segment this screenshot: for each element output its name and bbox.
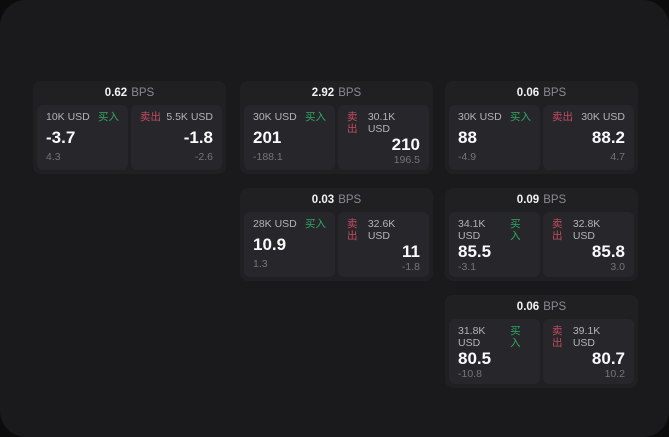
card-body: 10K USD 买入 -3.7 4.3 卖出 5.5K USD -1.8 -2.… (33, 105, 226, 170)
buy-delta: -188.1 (253, 151, 283, 163)
buy-amount: 34.1K USD (458, 218, 486, 242)
bps-unit: BPS (131, 87, 155, 99)
buy-price: -3.7 (46, 127, 76, 147)
buy-delta: 4.3 (46, 151, 61, 163)
buy-delta: -3.1 (458, 261, 477, 273)
buy-cell[interactable]: 30K USD 买入 88 -4.9 (449, 105, 540, 170)
sell-amount: 30.1K USD (367, 111, 396, 135)
quote-card-3: 0.06 BPS 30K USD 买入 88 -4.9 卖出 30K USD 8… (445, 81, 638, 174)
quote-card-1: 0.62 BPS 10K USD 买入 -3.7 4.3 卖出 5.5K USD… (33, 81, 226, 174)
buy-amount: 30K USD (458, 111, 502, 123)
sell-delta: 4.7 (610, 151, 625, 163)
sell-amount: 39.1K USD (572, 325, 601, 349)
card-body: 28K USD 买入 10.9 1.3 卖出 32.6K USD 11 -1.8 (240, 212, 433, 277)
sell-label: 卖出 (552, 218, 563, 242)
sell-price: 85.8 (591, 242, 625, 261)
buy-cell[interactable]: 34.1K USD 买入 85.5 -3.1 (449, 212, 540, 277)
sell-price: -1.8 (183, 127, 213, 147)
card-header: 0.06 BPS (445, 295, 638, 319)
buy-label: 买入 (305, 218, 326, 230)
sell-delta: -1.8 (401, 261, 420, 273)
buy-cell[interactable]: 28K USD 买入 10.9 1.3 (244, 212, 335, 277)
buy-price: 85.5 (458, 242, 492, 261)
buy-price: 80.5 (458, 349, 492, 368)
buy-label: 买入 (98, 111, 119, 123)
sell-label: 卖出 (140, 111, 161, 123)
bps-unit: BPS (338, 194, 362, 206)
buy-label: 买入 (510, 111, 531, 123)
sell-label: 卖出 (552, 325, 563, 349)
buy-delta: 1.3 (253, 258, 268, 270)
buy-amount: 30K USD (253, 111, 297, 123)
card-header: 2.92 BPS (240, 81, 433, 105)
quote-card-2: 2.92 BPS 30K USD 买入 201 -188.1 卖出 30.1K … (240, 81, 433, 174)
quote-card-4: 0.03 BPS 28K USD 买入 10.9 1.3 卖出 32.6K US… (240, 188, 433, 281)
card-header: 0.62 BPS (33, 81, 226, 105)
sell-cell[interactable]: 卖出 32.6K USD 11 -1.8 (338, 212, 429, 277)
buy-price: 10.9 (253, 234, 287, 254)
buy-label: 买入 (510, 218, 521, 242)
buy-cell[interactable]: 30K USD 买入 201 -188.1 (244, 105, 335, 170)
sell-cell[interactable]: 卖出 30K USD 88.2 4.7 (543, 105, 634, 170)
buy-cell[interactable]: 31.8K USD 买入 80.5 -10.8 (449, 319, 540, 384)
buy-amount: 28K USD (253, 218, 297, 230)
buy-label: 买入 (305, 111, 326, 123)
bps-unit: BPS (543, 87, 567, 99)
bps-unit: BPS (543, 301, 567, 313)
sell-amount: 32.8K USD (572, 218, 601, 242)
sell-amount: 5.5K USD (166, 111, 213, 123)
sell-price: 11 (402, 242, 420, 261)
buy-price: 201 (253, 127, 282, 147)
quote-card-6: 0.06 BPS 31.8K USD 买入 80.5 -10.8 卖出 39.1… (445, 295, 638, 388)
buy-price: 88 (458, 127, 477, 147)
sell-cell[interactable]: 卖出 32.8K USD 85.8 3.0 (543, 212, 634, 277)
sell-price: 210 (391, 135, 420, 154)
sell-cell[interactable]: 卖出 30.1K USD 210 196.5 (338, 105, 429, 170)
buy-delta: -10.8 (458, 368, 482, 380)
sell-label: 卖出 (552, 111, 573, 123)
buy-label: 买入 (510, 325, 521, 349)
sell-label: 卖出 (347, 111, 358, 135)
bps-value: 0.06 (516, 301, 540, 313)
buy-cell[interactable]: 10K USD 买入 -3.7 4.3 (37, 105, 128, 170)
sell-delta: 3.0 (610, 261, 625, 273)
sell-cell[interactable]: 卖出 39.1K USD 80.7 10.2 (543, 319, 634, 384)
card-body: 31.8K USD 买入 80.5 -10.8 卖出 39.1K USD 80.… (445, 319, 638, 384)
sell-label: 卖出 (347, 218, 358, 242)
bps-value: 0.03 (311, 194, 335, 206)
sell-amount: 32.6K USD (367, 218, 396, 242)
sell-price: 80.7 (591, 349, 625, 368)
card-body: 34.1K USD 买入 85.5 -3.1 卖出 32.8K USD 85.8… (445, 212, 638, 277)
sell-cell[interactable]: 卖出 5.5K USD -1.8 -2.6 (131, 105, 222, 170)
buy-amount: 31.8K USD (458, 325, 486, 349)
sell-amount: 30K USD (581, 111, 625, 123)
bps-unit: BPS (338, 87, 362, 99)
card-body: 30K USD 买入 201 -188.1 卖出 30.1K USD 210 1… (240, 105, 433, 170)
card-header: 0.03 BPS (240, 188, 433, 212)
sell-delta: 10.2 (604, 368, 625, 380)
sell-delta: 196.5 (393, 154, 420, 166)
bps-value: 2.92 (311, 87, 335, 99)
bps-unit: BPS (543, 194, 567, 206)
buy-amount: 10K USD (46, 111, 90, 123)
card-header: 0.09 BPS (445, 188, 638, 212)
bps-value: 0.09 (516, 194, 540, 206)
bps-value: 0.62 (104, 87, 128, 99)
sell-price: 88.2 (591, 127, 625, 147)
card-body: 30K USD 买入 88 -4.9 卖出 30K USD 88.2 4.7 (445, 105, 638, 170)
quote-card-5: 0.09 BPS 34.1K USD 买入 85.5 -3.1 卖出 32.8K… (445, 188, 638, 281)
sell-delta: -2.6 (194, 151, 213, 163)
buy-delta: -4.9 (458, 151, 477, 163)
card-header: 0.06 BPS (445, 81, 638, 105)
bps-value: 0.06 (516, 87, 540, 99)
